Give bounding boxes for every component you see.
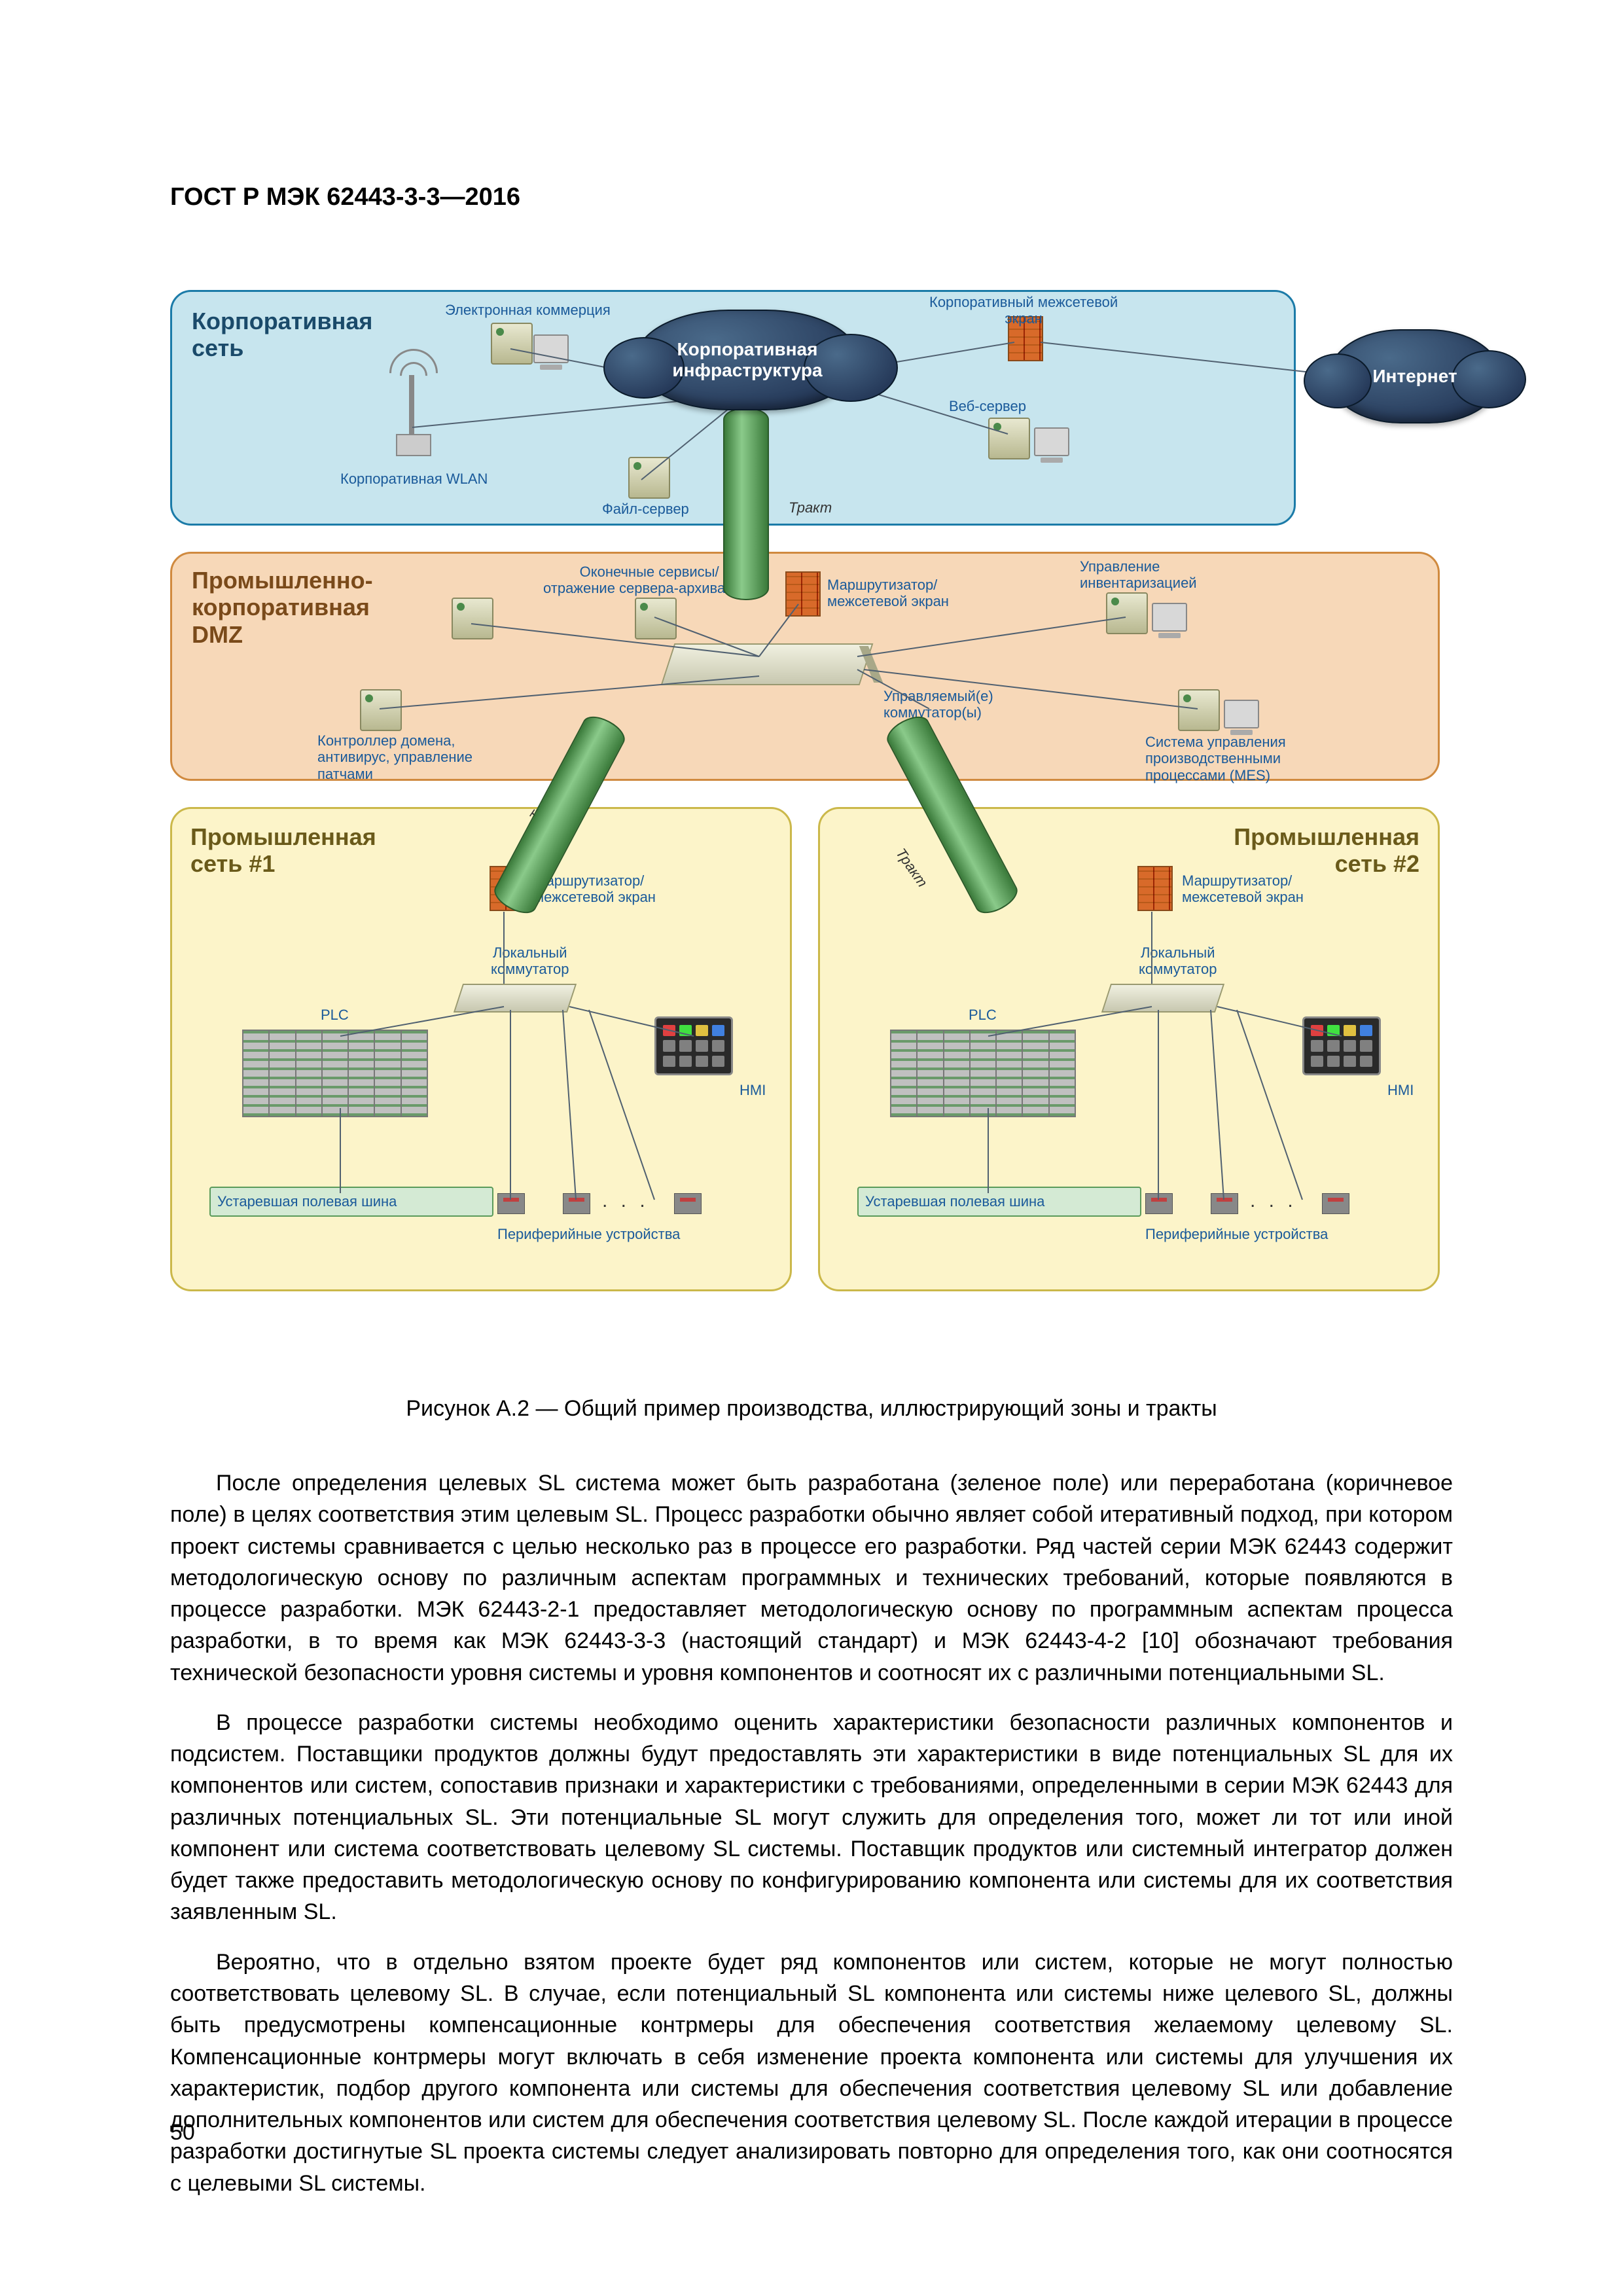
page-number: 50: [170, 2120, 195, 2145]
paragraph-2: В процессе разработки системы необходимо…: [170, 1707, 1453, 1928]
cloud-corporate-infra: Корпоративная инфраструктура: [635, 310, 860, 410]
network-diagram: Корпоративная сеть Промышленно- корпорат…: [170, 290, 1440, 1291]
paragraph-1: После определения целевых SL система мож…: [170, 1467, 1453, 1689]
body-text: После определения целевых SL система мож…: [170, 1467, 1453, 2199]
figure-caption: Рисунок А.2 — Общий пример производства,…: [170, 1396, 1453, 1422]
cloud-internet-label: Интернет: [1372, 366, 1457, 387]
cloud-internet: Интернет: [1329, 329, 1501, 423]
wires: [170, 290, 1453, 1291]
paragraph-3: Вероятно, что в отдельно взятом проекте …: [170, 1946, 1453, 2199]
conduit-corp-dmz: [723, 408, 769, 600]
document-header: ГОСТ Р МЭК 62443-3-3—2016: [170, 183, 1453, 211]
cloud-infra-label: Корпоративная инфраструктура: [672, 339, 822, 381]
